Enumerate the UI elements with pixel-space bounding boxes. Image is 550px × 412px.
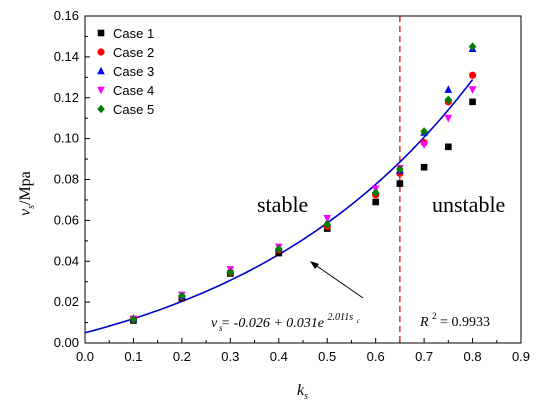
case-5-legend-label: Case 5	[113, 102, 154, 117]
x-tick-labels: 0.0 0.1 0.2 0.3 0.4 0.5 0.6 0.7 0.8 0.9	[76, 349, 530, 364]
case-5-point	[226, 268, 235, 277]
x-tick-label: 0.3	[221, 349, 239, 364]
x-tick-label: 0.5	[318, 349, 336, 364]
y-tick-label: 0.04	[54, 253, 79, 268]
y-tick-label: 0.12	[54, 90, 79, 105]
arrow-annotation	[310, 261, 364, 299]
case-5-point	[396, 164, 404, 174]
case-5-point	[444, 95, 453, 105]
case-5-point	[323, 220, 332, 229]
case-1-point	[469, 98, 476, 106]
case-1-legend-marker	[97, 29, 105, 37]
x-tick-label: 0.7	[415, 349, 433, 364]
stable-label: stable	[257, 192, 308, 217]
case-3-legend-marker	[97, 66, 105, 75]
fit-equation: v = -0.026 + 0.031e 2.011s c	[211, 309, 361, 331]
y-tick-label: 0.06	[54, 212, 79, 227]
case-1-legend-label: Case 1	[113, 26, 154, 41]
case-5-point	[468, 42, 477, 51]
case-5-point	[420, 127, 428, 136]
case-4-point	[468, 86, 477, 94]
case-3-legend-label: Case 3	[113, 64, 154, 79]
case-4-legend-label: Case 4	[113, 83, 154, 98]
y-tick-label: 0.14	[54, 49, 79, 64]
case-1-point	[445, 143, 452, 151]
data-points	[129, 42, 477, 324]
x-tick-label: 0.6	[367, 349, 385, 364]
case-4-point	[323, 215, 332, 223]
x-tick-label: 0.0	[76, 349, 94, 364]
case-3-point	[444, 85, 453, 93]
case-1-point	[420, 163, 428, 171]
case-5-legend-marker	[97, 104, 105, 114]
y-tick-label: 0.08	[54, 172, 79, 187]
case-5-point	[178, 291, 186, 301]
y-tick-label: 0.16	[54, 8, 79, 23]
case-4-point	[444, 114, 453, 123]
x-tick-label: 0.4	[270, 349, 288, 364]
x-tick-label: 0.1	[124, 349, 142, 364]
case-2-legend-marker	[97, 48, 105, 56]
plot-frame	[84, 15, 522, 344]
case-4-point	[420, 141, 428, 150]
y-tick-labels: 0.00 0.02 0.04 0.06 0.08 0.10 0.12 0.14 0.16	[54, 8, 79, 350]
case-4-legend-marker	[97, 86, 105, 95]
y-tick-label: 0.02	[54, 294, 79, 309]
case-5-point	[129, 315, 138, 324]
y-axis-title: vs/Mpa	[17, 171, 37, 216]
case-2-point	[468, 71, 477, 79]
y-tick-label: 0.10	[54, 131, 79, 146]
y-tick-label: 0.00	[54, 335, 79, 350]
x-axis-title: ks	[297, 382, 308, 402]
case-5-point	[371, 188, 380, 198]
case-5-point	[274, 244, 283, 254]
x-tick-label: 0.9	[512, 349, 530, 364]
legend: Case 1 Case 2 Case 3 Case 4 Case 5	[97, 26, 154, 117]
x-tick-label: 0.2	[173, 349, 191, 364]
x-tick-label: 0.8	[464, 349, 482, 364]
unstable-label: unstable	[432, 192, 505, 217]
case-2-legend-label: Case 2	[113, 45, 154, 60]
case-1-point	[372, 198, 379, 206]
r-squared: R 2 = 0.9933	[419, 308, 490, 330]
fit-equation-subscript: s	[219, 323, 223, 333]
case-1-point	[396, 180, 404, 187]
